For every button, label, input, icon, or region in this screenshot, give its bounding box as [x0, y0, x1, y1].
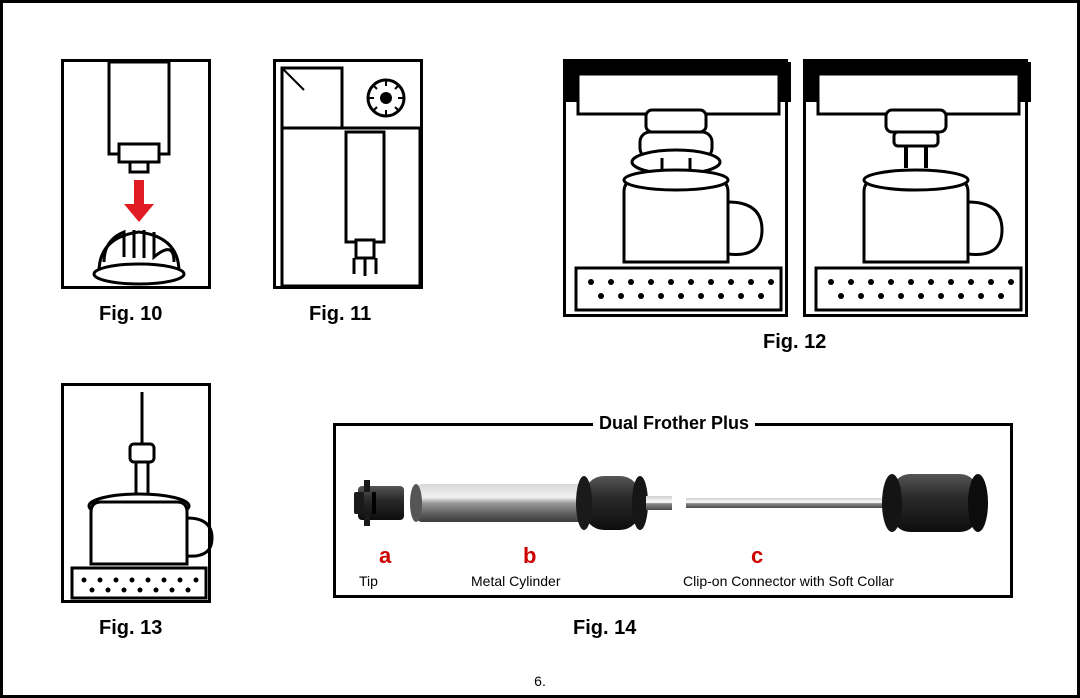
fig14-label: Fig. 14	[573, 617, 636, 640]
part-a-label: Tip	[359, 573, 378, 589]
fig10-label: Fig. 10	[99, 303, 162, 326]
manual-page: Fig. 10	[0, 0, 1080, 698]
part-c-connector	[686, 474, 988, 532]
part-a-letter: a	[379, 543, 391, 569]
fig14-photo	[336, 426, 1016, 601]
fig12-label: Fig. 12	[763, 331, 826, 354]
fig13-box	[61, 383, 211, 603]
page-number: 6.	[3, 673, 1077, 689]
fig12-box-right	[803, 59, 1028, 317]
fig11-label: Fig. 11	[309, 303, 371, 326]
fig14-title: Dual Frother Plus	[593, 413, 755, 434]
part-b-cylinder	[410, 476, 672, 530]
fig12-box-left	[563, 59, 788, 317]
fig11-drawing	[276, 62, 426, 292]
fig12-right-drawing	[806, 62, 1031, 320]
part-c-label: Clip-on Connector with Soft Collar	[683, 573, 894, 589]
fig13-drawing	[64, 386, 214, 606]
part-b-letter: b	[523, 543, 536, 569]
fig13-label: Fig. 13	[99, 617, 162, 640]
fig14-box	[333, 423, 1013, 598]
fig12-left-drawing	[566, 62, 791, 320]
fig10-drawing	[64, 62, 214, 292]
part-c-letter: c	[751, 543, 763, 569]
part-a-tip	[354, 480, 404, 526]
down-arrow-icon	[124, 180, 154, 222]
fig10-box	[61, 59, 211, 289]
fig11-box	[273, 59, 423, 289]
part-b-label: Metal Cylinder	[471, 573, 560, 589]
